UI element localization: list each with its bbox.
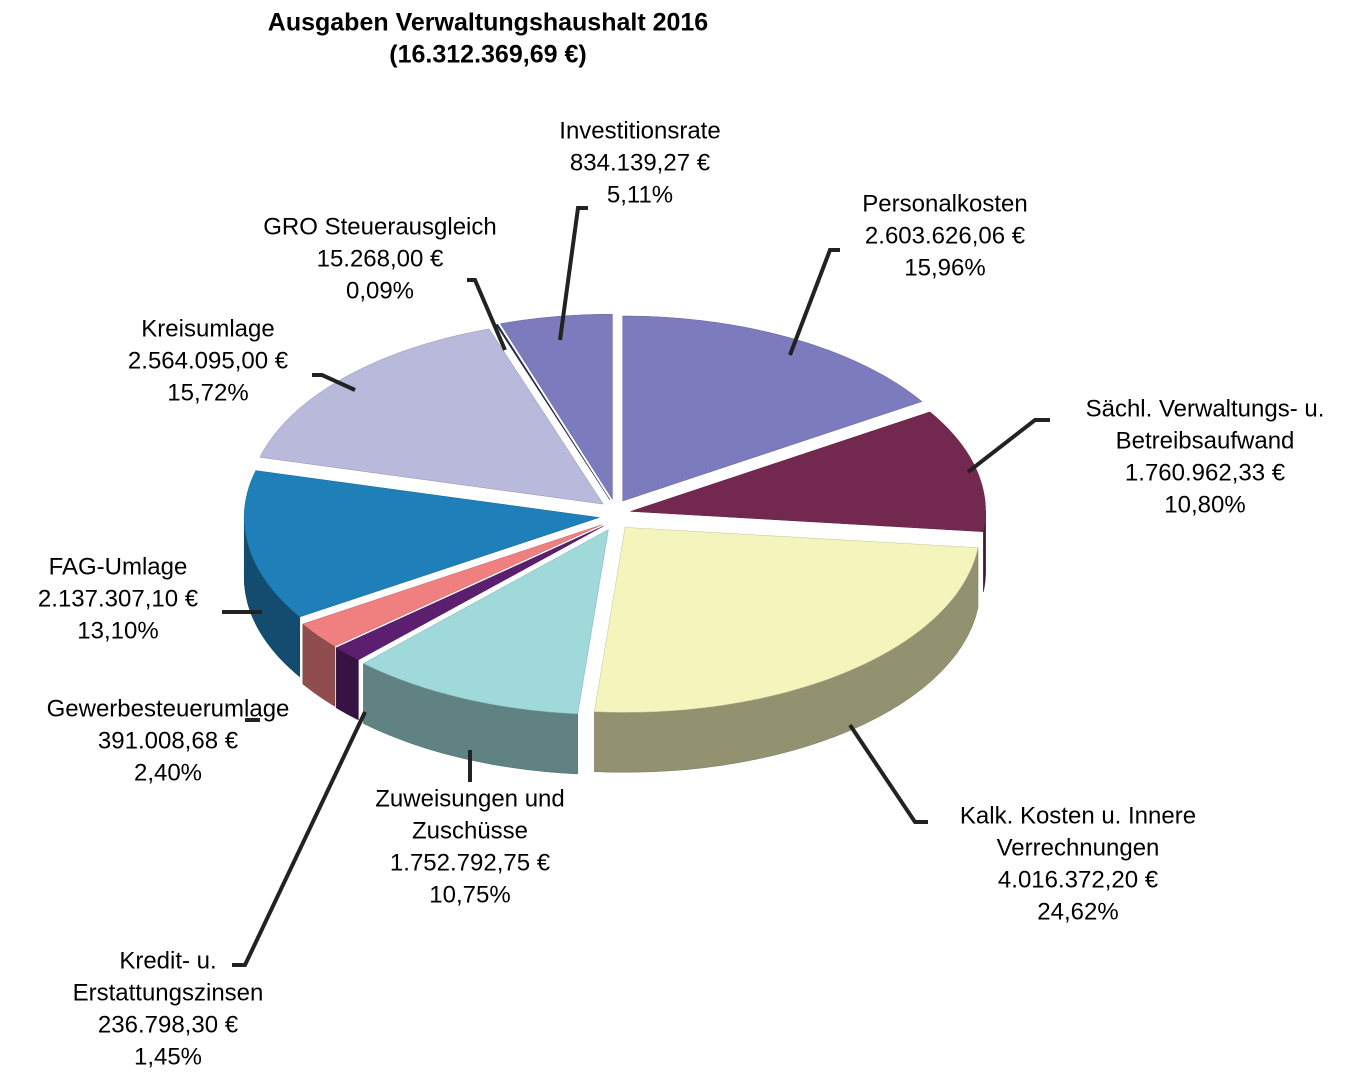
- value-label: 391.008,68 €: [98, 727, 239, 754]
- percentage-label: 2,40%: [134, 759, 202, 786]
- value-label: 4.016.372,20 €: [998, 866, 1159, 893]
- value-label: 1.752.792,75 €: [390, 849, 551, 876]
- leader-line: [558, 206, 588, 341]
- leader-line: [467, 278, 507, 351]
- slice: [302, 524, 603, 647]
- slice: [243, 470, 600, 618]
- leader-line: [788, 248, 840, 356]
- percentage-label: 10,80%: [1164, 491, 1245, 518]
- percentage-label: 15,72%: [167, 379, 248, 406]
- slice: [259, 328, 604, 505]
- slice-label: Kreisumlage: [141, 315, 274, 342]
- value-label: 15.268,00 €: [317, 245, 444, 272]
- slice-label: Gewerbesteuerumlage: [47, 695, 290, 722]
- slice-label: Investitionsrate: [559, 117, 720, 144]
- percentage-label: 15,96%: [904, 254, 985, 281]
- value-label: 2.603.626,06 €: [865, 222, 1026, 249]
- value-label: 236.798,30 €: [98, 1011, 239, 1038]
- slice: [362, 529, 609, 715]
- leader-line: [232, 711, 367, 967]
- leader-line: [966, 418, 1050, 474]
- percentage-label: 0,09%: [346, 277, 414, 304]
- value-label: 2.564.095,00 €: [128, 347, 289, 374]
- value-label: 1.760.962,33 €: [1125, 459, 1286, 486]
- value-label: 834.139,27 €: [570, 149, 711, 176]
- slice-label: Betreibsaufwand: [1116, 427, 1295, 454]
- slice-label: Zuschüsse: [412, 817, 528, 844]
- slice: [594, 527, 979, 713]
- value-label: 2.137.307,10 €: [38, 585, 199, 612]
- slice-label: GRO Steuerausgleich: [263, 213, 496, 240]
- slice-label: Zuweisungen und: [375, 785, 564, 812]
- percentage-label: 5,11%: [607, 181, 673, 208]
- slice: [335, 525, 604, 661]
- slice-label: Sächl. Verwaltungs- u.: [1086, 395, 1325, 422]
- slice-label: FAG-Umlage: [49, 553, 188, 580]
- chart-subtitle: (16.312.369,69 €): [389, 41, 586, 69]
- percentage-label: 24,62%: [1037, 898, 1118, 925]
- percentage-label: 1,45%: [134, 1043, 202, 1070]
- slice-label: Personalkosten: [862, 190, 1027, 217]
- slice-label: Kalk. Kosten u. Innere: [960, 802, 1196, 829]
- slice: [622, 315, 923, 502]
- slice-label: Kredit- u.: [119, 947, 216, 974]
- chart-title: Ausgaben Verwaltungshaushalt 2016: [268, 9, 708, 37]
- percentage-label: 10,75%: [429, 881, 510, 908]
- slice: [499, 313, 613, 501]
- slice-label: Erstattungszinsen: [73, 979, 264, 1006]
- percentage-label: 13,10%: [77, 617, 158, 644]
- leader-line: [848, 723, 928, 824]
- leader-line: [312, 373, 356, 392]
- slice-side: [335, 647, 359, 721]
- slice: [630, 411, 986, 532]
- slice-label: Verrechnungen: [997, 834, 1160, 861]
